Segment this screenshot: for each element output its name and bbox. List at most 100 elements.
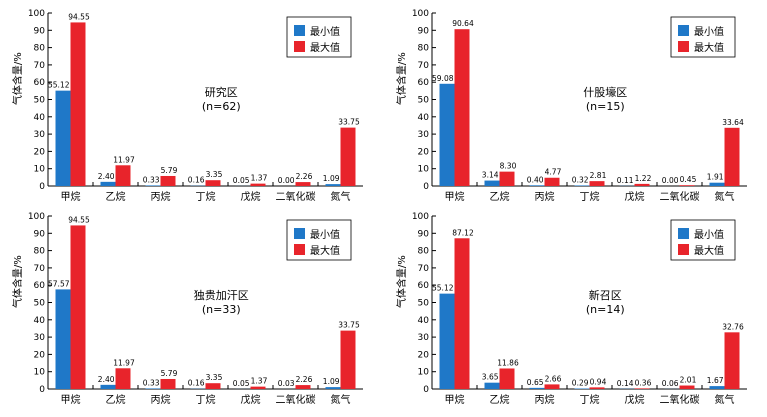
chart-3-value-label-min-3: 0.33 — [143, 378, 160, 387]
chart-4-title: 新召区 — [589, 288, 622, 302]
chart-2-ytick-label-5: 50 — [418, 96, 430, 106]
chart-4-bar-min-2 — [485, 383, 500, 389]
chart-2-value-label-max-4: 2.81 — [590, 171, 607, 180]
chart-4-category-3: 丙烷 — [535, 393, 555, 406]
chart-4-value-label-max-3: 2.66 — [545, 374, 562, 383]
chart-3-value-label-min-4: 0.16 — [188, 379, 205, 388]
chart-4-value-label-max-2: 11.86 — [497, 358, 519, 367]
chart-3-legend-swatch-min — [294, 228, 305, 239]
chart-1-value-label-max-2: 11.97 — [113, 155, 135, 164]
chart-1-bar-max-1 — [71, 22, 86, 186]
chart-2-category-1: 甲烷 — [445, 190, 465, 203]
chart-3-value-label-max-4: 3.35 — [206, 373, 223, 382]
chart-4-subtitle: (n=14) — [586, 303, 625, 316]
chart-2-bar-max-5 — [635, 184, 650, 186]
chart-2-value-label-min-7: 1.91 — [707, 173, 724, 182]
chart-3-ytick-label-10: 100 — [28, 212, 45, 222]
chart-3-category-3: 丙烷 — [151, 393, 171, 406]
chart-3-ytick-label-2: 20 — [34, 350, 46, 360]
chart-1-ytick-label-1: 10 — [34, 165, 46, 175]
chart-4-ytick-label-6: 60 — [418, 281, 430, 291]
chart-1-ylabel: 气体含量/% — [11, 52, 24, 105]
chart-1-ytick-label-9: 90 — [34, 26, 46, 36]
chart-4-value-label-min-6: 0.06 — [662, 379, 679, 388]
chart-4-ytick-label-7: 70 — [418, 264, 430, 274]
chart-2-category-4: 丁烷 — [580, 190, 600, 203]
chart-4-value-label-max-4: 0.94 — [590, 377, 607, 386]
chart-3-ylabel: 气体含量/% — [11, 255, 24, 308]
chart-1-bar-max-5 — [251, 184, 266, 186]
chart-2-category-6: 二氧化碳 — [660, 190, 700, 203]
chart-4-ytick-label-1: 10 — [418, 368, 430, 378]
chart-3-value-label-max-6: 2.26 — [296, 375, 313, 384]
chart-3-category-5: 戊烷 — [241, 393, 261, 406]
chart-2-bar-min-3 — [530, 185, 545, 186]
chart-3-category-7: 氮气 — [331, 393, 351, 406]
chart-4-category-2: 乙烷 — [490, 393, 510, 406]
chart-4-bar-max-1 — [455, 238, 470, 389]
chart-1-value-label-max-4: 3.35 — [206, 170, 223, 179]
chart-2-bar-max-4 — [590, 181, 605, 186]
chart-1-bar-max-4 — [206, 180, 221, 186]
chart-2-title: 什股壕区 — [583, 85, 627, 99]
chart-3-category-2: 乙烷 — [106, 393, 126, 406]
chart-1-ytick-label-5: 50 — [34, 96, 46, 106]
chart-3-title: 独贵加汗区 — [194, 289, 249, 302]
chart-1-value-label-min-6: 0.00 — [278, 176, 295, 185]
chart-1-category-2: 乙烷 — [106, 190, 126, 203]
chart-2-value-label-min-6: 0.00 — [662, 176, 679, 185]
chart-1-bar-min-2 — [101, 182, 116, 186]
chart-1-value-label-max-3: 5.79 — [161, 166, 178, 175]
chart-2-subtitle: (n=15) — [586, 100, 625, 113]
chart-1-value-label-min-5: 0.05 — [233, 176, 250, 185]
chart-4-bar-min-1 — [440, 294, 455, 389]
chart-3-value-label-max-2: 11.97 — [113, 358, 135, 367]
chart-4-category-1: 甲烷 — [445, 393, 465, 406]
chart-4-ytick-label-2: 20 — [418, 350, 430, 360]
chart-1-legend-label-min: 最小值 — [310, 25, 340, 38]
chart-3-value-label-min-5: 0.05 — [233, 379, 250, 388]
chart-1-value-label-min-7: 1.09 — [323, 174, 340, 183]
chart-2-value-label-max-1: 90.64 — [452, 19, 474, 28]
chart-1-ytick-label-0: 0 — [39, 182, 45, 192]
chart-3-value-label-max-3: 5.79 — [161, 369, 178, 378]
chart-3-ytick-label-5: 50 — [34, 299, 46, 309]
chart-3-ytick-label-1: 10 — [34, 368, 46, 378]
chart-4-category-7: 氮气 — [715, 393, 735, 406]
chart-4-legend-swatch-min — [678, 228, 689, 239]
chart-4-value-label-min-2: 3.65 — [482, 373, 499, 382]
chart-2-legend-label-min: 最小值 — [694, 25, 724, 38]
chart-4-value-label-max-5: 0.36 — [635, 378, 652, 387]
chart-4-value-label-min-5: 0.14 — [617, 379, 634, 388]
chart-1-value-label-max-7: 33.75 — [338, 118, 360, 127]
chart-2-ytick-label-2: 20 — [418, 147, 430, 157]
chart-4-value-label-min-1: 55.12 — [432, 284, 454, 293]
chart-1-ytick-label-8: 80 — [34, 44, 46, 54]
chart-1-subtitle: (n=62) — [202, 100, 241, 113]
chart-2-bar-min-4 — [575, 185, 590, 186]
chart-3-subtitle: (n=33) — [202, 303, 241, 316]
chart-3-legend-swatch-max — [294, 244, 305, 255]
chart-2-legend-swatch-max — [678, 41, 689, 52]
chart-2-value-label-min-2: 3.14 — [482, 171, 499, 180]
chart-4-bar-max-2 — [500, 368, 515, 389]
chart-3: 0 10 20 30 40 50 60 70 80 90 100 气体含量/% 甲烷 57.57 94.55… — [11, 212, 363, 406]
chart-2-bar-max-6 — [680, 185, 695, 186]
chart-1-legend-label-max: 最大值 — [310, 41, 340, 54]
chart-3-ytick-label-4: 40 — [34, 316, 46, 326]
chart-2-value-label-max-7: 33.64 — [722, 118, 744, 127]
chart-3-legend-label-max: 最大值 — [310, 244, 340, 257]
chart-3-value-label-min-1: 57.57 — [48, 279, 70, 288]
chart-4-bar-min-3 — [530, 388, 545, 389]
chart-1-category-3: 丙烷 — [151, 190, 171, 203]
chart-1-title: 研究区 — [205, 85, 238, 99]
chart-2: 0 10 20 30 40 50 60 70 80 90 100 气体含量/% 甲烷 59.08 90.64… — [395, 9, 747, 203]
chart-2-value-label-max-3: 4.77 — [545, 168, 562, 177]
chart-4-ytick-label-4: 40 — [418, 316, 430, 326]
chart-4-bar-max-4 — [590, 387, 605, 389]
chart-2-legend-swatch-min — [678, 25, 689, 36]
chart-2-ytick-label-7: 70 — [418, 61, 430, 71]
